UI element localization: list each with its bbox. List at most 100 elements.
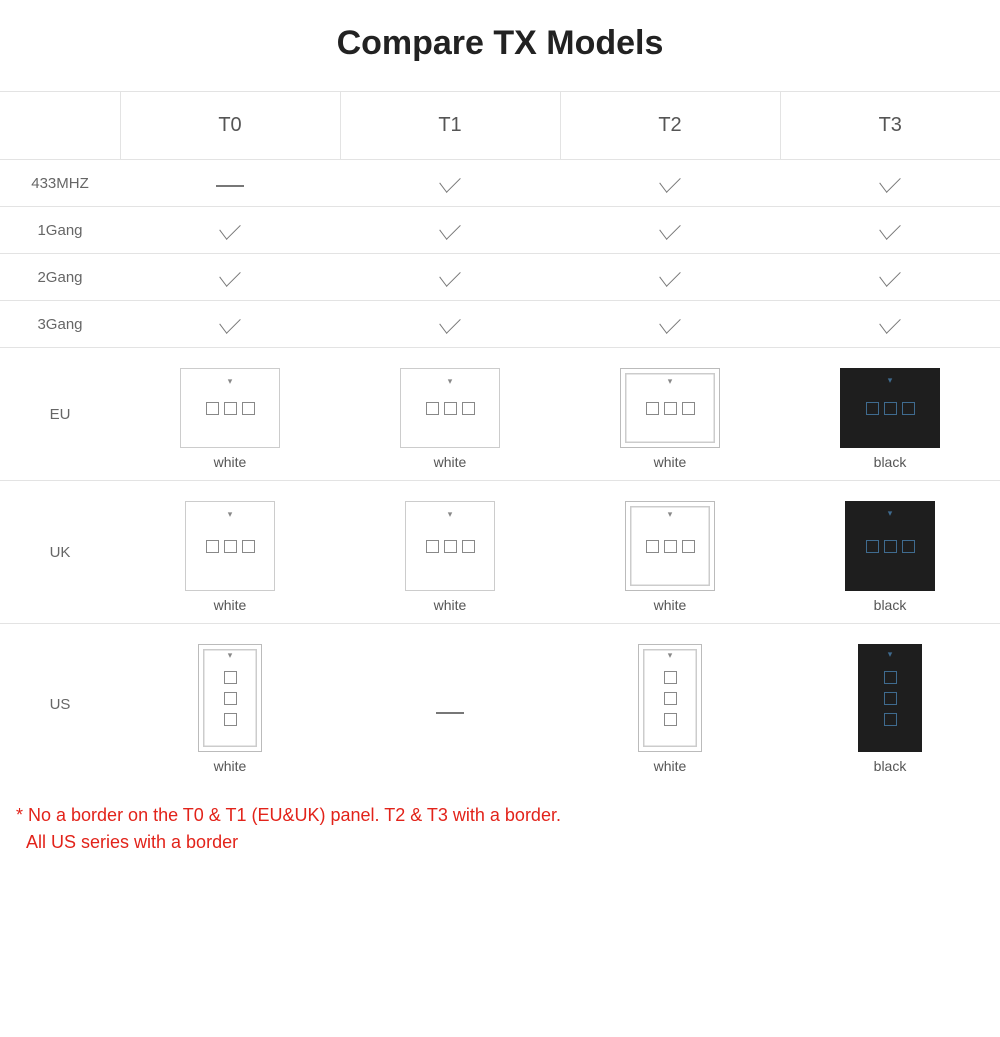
panel-body: ▾: [625, 501, 715, 591]
button-group: [224, 671, 237, 726]
row-label: 3Gang: [0, 301, 120, 348]
row-label: EU: [0, 348, 120, 481]
header-blank: [0, 92, 120, 160]
footnote-line: All US series with a border: [16, 829, 984, 856]
footnote-line: * No a border on the T0 & T1 (EU&UK) pan…: [16, 802, 984, 829]
feature-cell: [120, 207, 340, 254]
check-icon: [439, 216, 460, 240]
button-group: [866, 402, 915, 415]
row-label: 433MHZ: [0, 160, 120, 207]
button-group: [206, 402, 255, 415]
feature-row: 2Gang: [0, 254, 1000, 301]
check-icon: [439, 310, 460, 334]
button-group: [866, 540, 915, 553]
panel-caption: black: [845, 597, 935, 613]
panel-button: [884, 402, 897, 415]
panel-button: [646, 402, 659, 415]
panel-body: ▾: [638, 644, 702, 752]
feature-cell: [340, 254, 560, 301]
feature-row: 433MHZ: [0, 160, 1000, 207]
panel-button: [664, 540, 677, 553]
feature-cell: [120, 301, 340, 348]
region-cell: ▾ white: [560, 624, 780, 785]
check-icon: [219, 310, 240, 334]
feature-cell: [340, 160, 560, 207]
wifi-icon: ▾: [888, 650, 893, 659]
wifi-icon: ▾: [448, 377, 453, 386]
panel-caption: white: [180, 454, 280, 470]
switch-panel: ▾white: [185, 501, 275, 613]
region-cell: ▾white: [120, 348, 340, 481]
region-cell: [340, 624, 560, 785]
panel-button: [462, 402, 475, 415]
check-icon: [659, 169, 680, 193]
feature-cell: [560, 254, 780, 301]
panel-button: [646, 540, 659, 553]
wifi-icon: ▾: [668, 651, 673, 660]
panel-body: ▾: [840, 368, 940, 448]
col-header: T0: [120, 92, 340, 160]
feature-cell: [340, 207, 560, 254]
panel-body: ▾: [405, 501, 495, 591]
button-group: [426, 540, 475, 553]
switch-panel: ▾ black: [845, 501, 935, 613]
panel-body: ▾: [620, 368, 720, 448]
button-group: [206, 540, 255, 553]
panel-button: [682, 540, 695, 553]
check-icon: [879, 310, 900, 334]
panel-button: [866, 402, 879, 415]
region-cell: ▾black: [780, 624, 1000, 785]
switch-panel: ▾ white: [638, 644, 702, 774]
page-title: Compare TX Models: [0, 0, 1000, 91]
col-header: T2: [560, 92, 780, 160]
switch-panel: ▾ white: [400, 368, 500, 470]
check-icon: [659, 216, 680, 240]
feature-cell: [780, 301, 1000, 348]
check-icon: [439, 263, 460, 287]
panel-button: [664, 713, 677, 726]
check-icon: [439, 169, 460, 193]
panel-body: ▾: [185, 501, 275, 591]
panel-button: [884, 692, 897, 705]
panel-button: [664, 671, 677, 684]
button-group: [664, 671, 677, 726]
region-row: US▾white▾white▾black: [0, 624, 1000, 785]
panel-button: [426, 540, 439, 553]
check-icon: [879, 216, 900, 240]
feature-cell: [560, 207, 780, 254]
panel-body: ▾: [198, 644, 262, 752]
switch-panel: ▾ white: [405, 501, 495, 613]
panel-caption: white: [400, 454, 500, 470]
dash-icon: [436, 712, 464, 714]
panel-button: [444, 402, 457, 415]
check-icon: [659, 263, 680, 287]
panel-body: ▾: [845, 501, 935, 591]
panel-caption: white: [405, 597, 495, 613]
row-label: 1Gang: [0, 207, 120, 254]
panel-caption: white: [638, 758, 702, 774]
col-header: T3: [780, 92, 1000, 160]
panel-body: ▾: [400, 368, 500, 448]
panel-button: [206, 540, 219, 553]
panel-button: [664, 692, 677, 705]
feature-cell: [780, 254, 1000, 301]
feature-cell: [560, 160, 780, 207]
wifi-icon: ▾: [668, 377, 673, 386]
panel-button: [224, 692, 237, 705]
wifi-icon: ▾: [228, 651, 233, 660]
feature-cell: [120, 254, 340, 301]
switch-panel: ▾white: [198, 644, 262, 774]
wifi-icon: ▾: [888, 509, 893, 518]
region-cell: ▾black: [780, 348, 1000, 481]
feature-cell: [560, 301, 780, 348]
button-group: [646, 540, 695, 553]
panel-button: [224, 540, 237, 553]
panel-button: [444, 540, 457, 553]
check-icon: [219, 263, 240, 287]
wifi-icon: ▾: [668, 510, 673, 519]
header-row: T0 T1 T2 T3: [0, 92, 1000, 160]
dash-icon: [216, 185, 244, 187]
panel-button: [884, 713, 897, 726]
feature-cell: [780, 207, 1000, 254]
switch-panel: ▾white: [180, 368, 280, 470]
